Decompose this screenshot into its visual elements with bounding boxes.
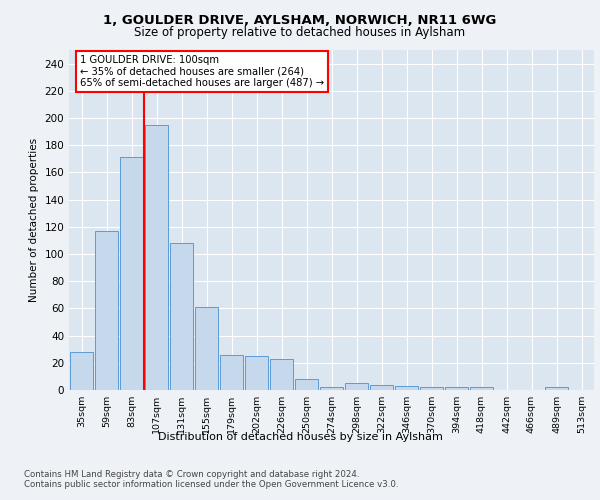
Bar	[295, 379, 318, 390]
Text: Contains HM Land Registry data © Crown copyright and database right 2024.
Contai: Contains HM Land Registry data © Crown c…	[24, 470, 398, 490]
Y-axis label: Number of detached properties: Number of detached properties	[29, 138, 39, 302]
Bar	[420, 388, 443, 390]
Bar	[345, 383, 368, 390]
Bar	[95, 231, 118, 390]
Text: 1 GOULDER DRIVE: 100sqm
← 35% of detached houses are smaller (264)
65% of semi-d: 1 GOULDER DRIVE: 100sqm ← 35% of detache…	[79, 55, 323, 88]
Bar	[145, 125, 168, 390]
Bar	[445, 388, 468, 390]
Bar	[120, 158, 143, 390]
Text: Size of property relative to detached houses in Aylsham: Size of property relative to detached ho…	[134, 26, 466, 39]
Bar	[170, 243, 193, 390]
Text: 1, GOULDER DRIVE, AYLSHAM, NORWICH, NR11 6WG: 1, GOULDER DRIVE, AYLSHAM, NORWICH, NR11…	[103, 14, 497, 27]
Bar	[370, 384, 393, 390]
Bar	[320, 388, 343, 390]
Bar	[270, 358, 293, 390]
Bar	[245, 356, 268, 390]
Bar	[70, 352, 93, 390]
Text: Distribution of detached houses by size in Aylsham: Distribution of detached houses by size …	[158, 432, 442, 442]
Bar	[395, 386, 418, 390]
Bar	[545, 388, 568, 390]
Bar	[470, 388, 493, 390]
Bar	[220, 354, 243, 390]
Bar	[195, 307, 218, 390]
